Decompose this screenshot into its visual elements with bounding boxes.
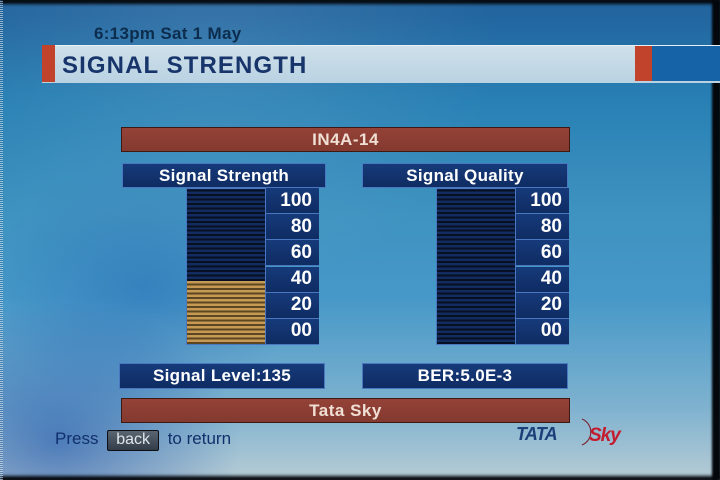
svg-text:TATA: TATA xyxy=(516,424,557,444)
svg-text:Sky: Sky xyxy=(589,425,622,446)
